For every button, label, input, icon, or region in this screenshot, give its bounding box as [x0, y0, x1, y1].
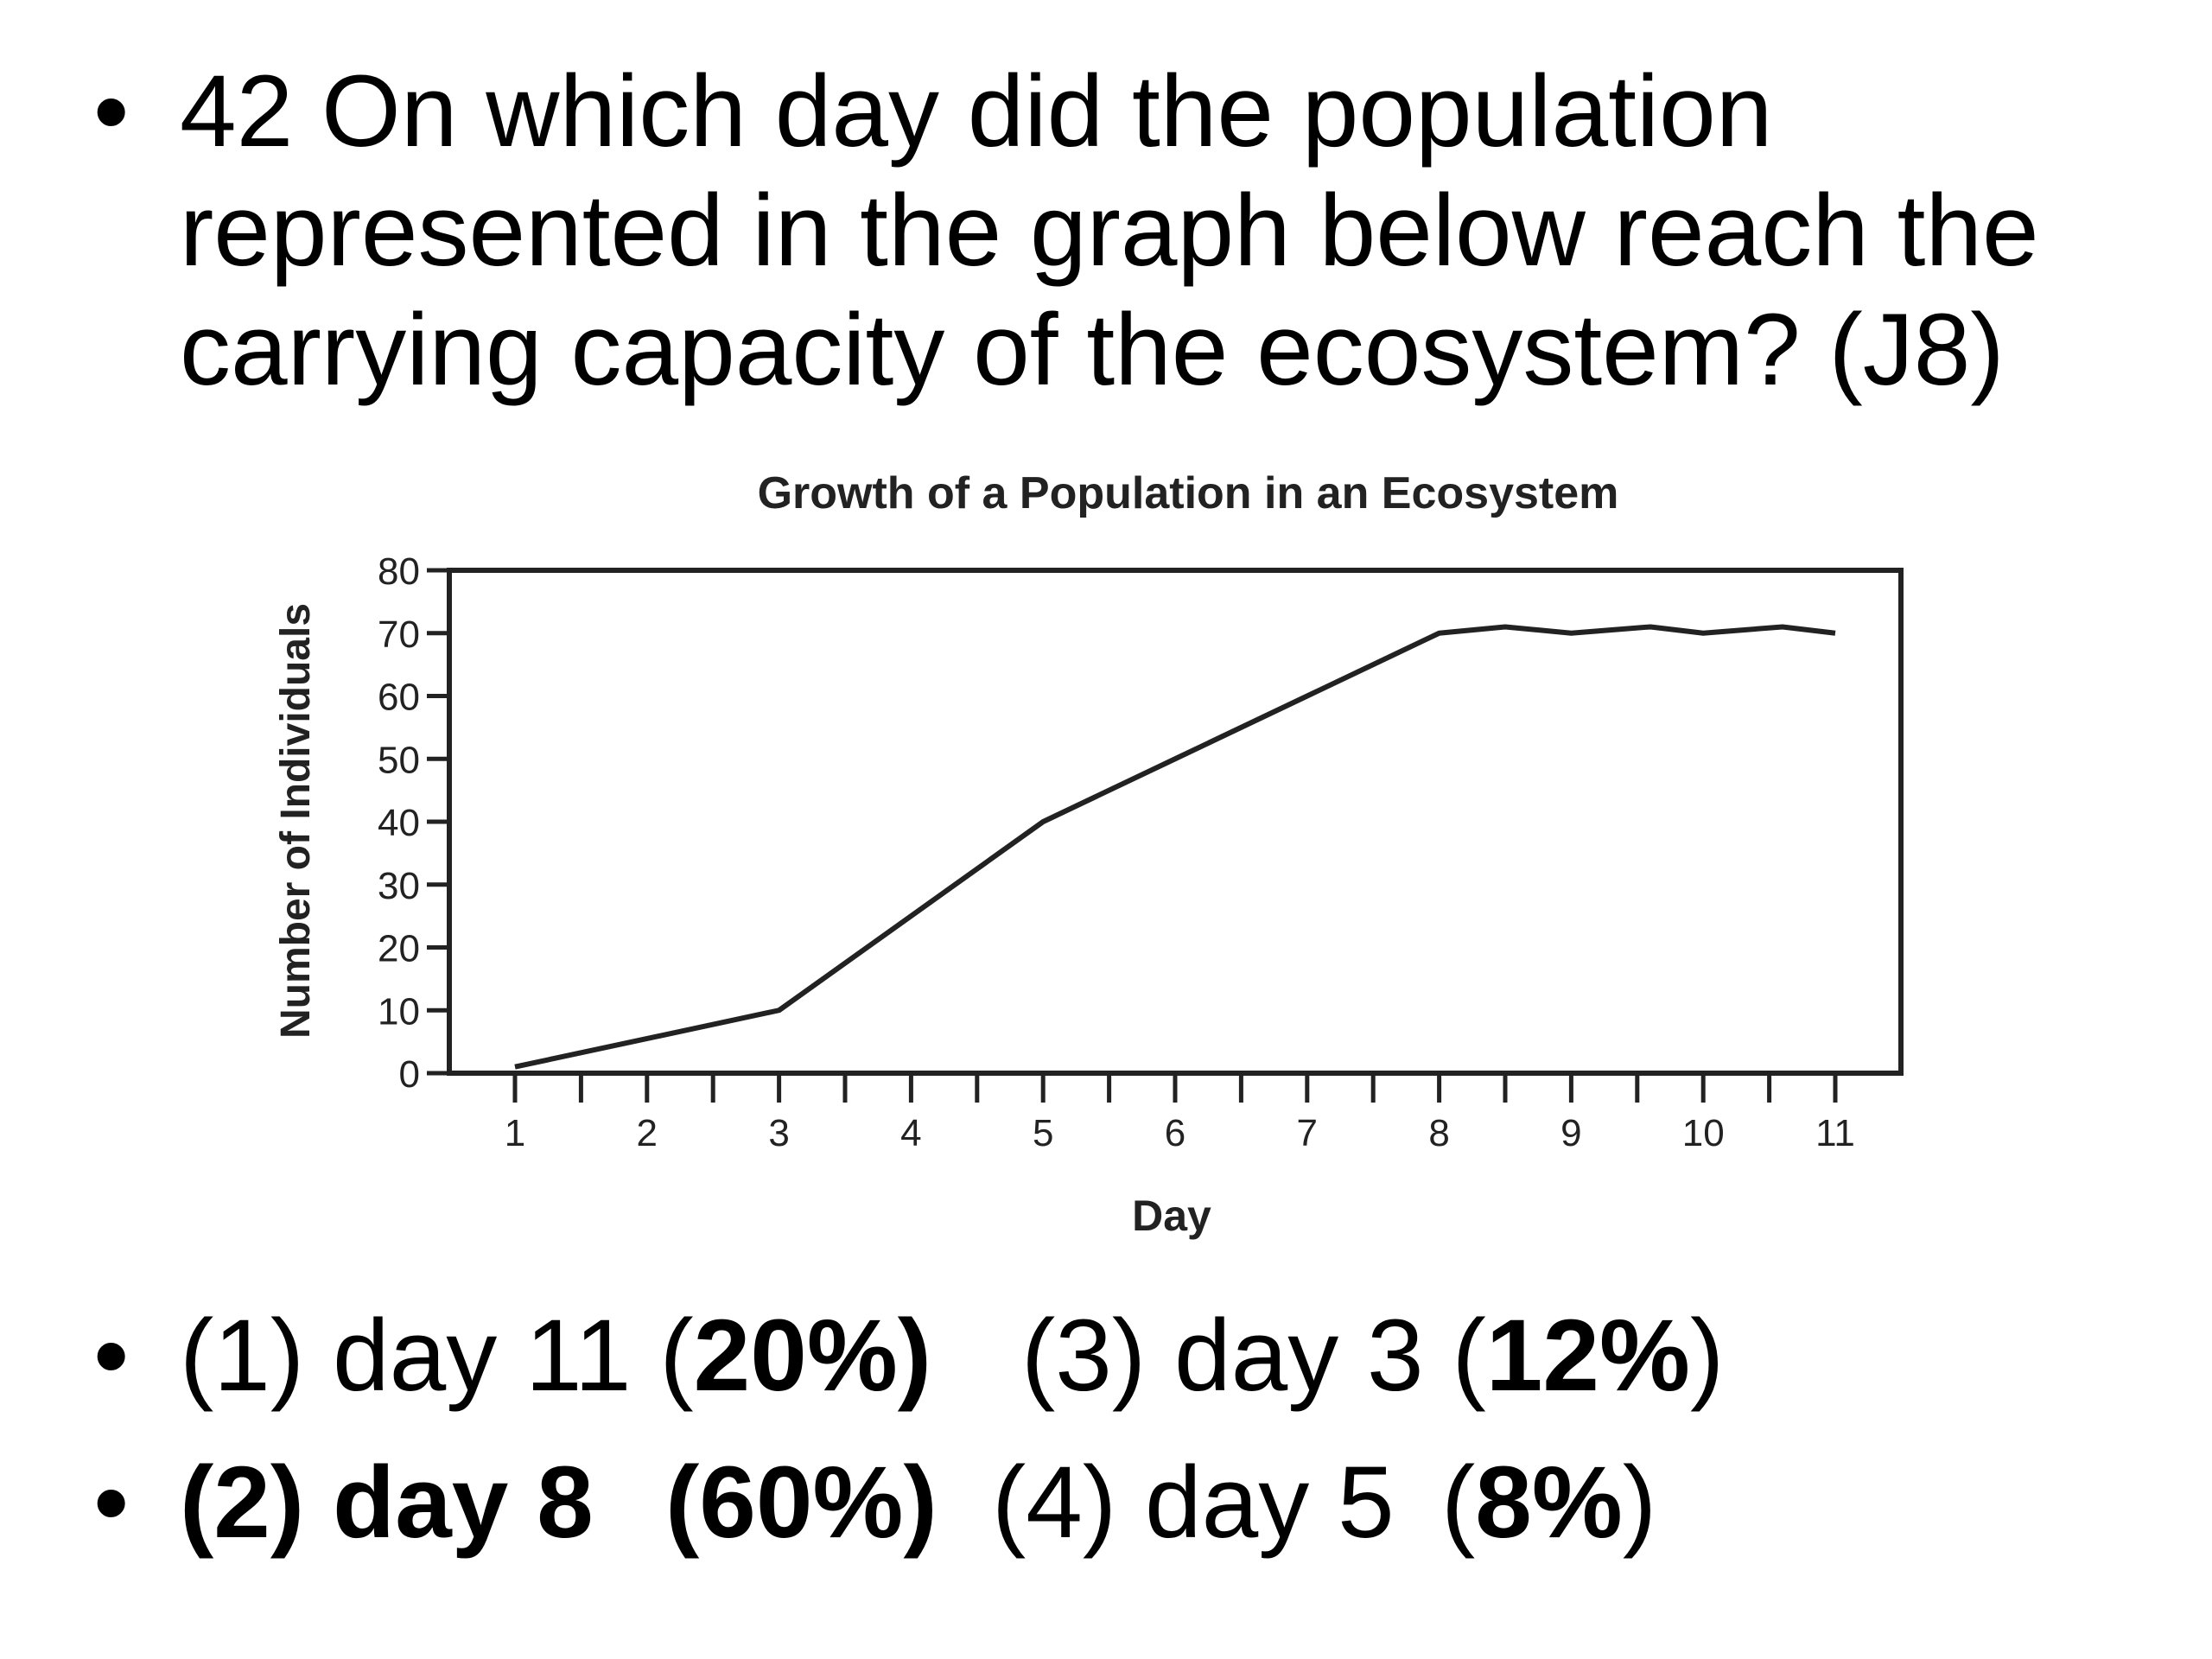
y-tick-label: 0 [399, 1053, 420, 1096]
answer-option-4-percent-group: (8%) [1441, 1452, 1656, 1554]
answer-option-2: (2) day 8 [180, 1446, 594, 1560]
x-tick-label: 7 [1297, 1112, 1318, 1154]
answer-option-3-text: (3) day 3 ( [1021, 1299, 1486, 1413]
answer-option-1-text: (1) day 11 ( [180, 1299, 694, 1413]
x-axis-label: Day [1132, 1192, 1211, 1240]
x-tick-label: 11 [1815, 1112, 1855, 1154]
y-tick-label: 50 [378, 739, 420, 781]
x-tick-label: 4 [900, 1112, 921, 1154]
answer-option-3-percent: 12% [1485, 1299, 1690, 1413]
x-tick-label: 5 [1033, 1112, 1053, 1154]
x-tick-label: 9 [1560, 1112, 1581, 1154]
question-line-1: 42 On which day did the population [180, 54, 1773, 168]
answer-option-4-open: ( [1441, 1446, 1476, 1560]
answer-option-4-close: ) [1622, 1446, 1657, 1560]
y-tick-label: 70 [378, 613, 420, 656]
plot-frame [447, 568, 1904, 1076]
answer-option-1-close: ) [897, 1299, 932, 1413]
answer-option-3: (3) day 3 (12%) [1021, 1305, 1724, 1407]
answer-option-4: (4) day 5 [992, 1452, 1395, 1554]
answer-option-1: (1) day 11 (20%) [180, 1305, 931, 1407]
answer-option-4-text: (4) day 5 [992, 1446, 1395, 1560]
answer-option-4-percent: 8% [1475, 1446, 1623, 1560]
answer-option-3-close: ) [1689, 1299, 1725, 1413]
y-tick-label: 80 [378, 550, 420, 593]
answer-row2-bullet: • [93, 1446, 130, 1560]
y-tick-label: 10 [378, 990, 420, 1033]
y-axis: 0 10 20 30 40 50 60 70 80 [378, 550, 449, 1096]
x-tick-label: 2 [637, 1112, 658, 1154]
y-tick-label: 20 [378, 928, 420, 970]
question-line-3: carrying capacity of the ecosystem? (J8) [180, 293, 2005, 407]
x-tick-label: 3 [768, 1112, 789, 1154]
answer-row1-bullet: • [93, 1299, 130, 1413]
x-tick-label: 1 [505, 1112, 525, 1154]
y-tick-label: 60 [378, 677, 420, 719]
answer-option-2-percent: (60%) [665, 1446, 938, 1560]
y-axis-label: Number of Individuals [273, 603, 319, 1039]
answer-option-1-percent: 20% [693, 1299, 898, 1413]
x-tick-label: 10 [1682, 1112, 1725, 1154]
chart-title: Growth of a Population in an Ecosystem [758, 468, 1619, 518]
y-tick-label: 30 [378, 865, 420, 907]
series-layer [514, 624, 1836, 1070]
x-axis: 1 2 3 4 5 6 7 8 9 10 11 [505, 1073, 1855, 1154]
y-tick-label: 40 [378, 802, 420, 844]
series-line [514, 624, 1836, 1070]
question-line-2: represented in the graph below reach the [180, 174, 2039, 288]
x-tick-label: 8 [1428, 1112, 1449, 1154]
x-tick-label: 6 [1165, 1112, 1185, 1154]
question-bullet: • [93, 54, 130, 168]
